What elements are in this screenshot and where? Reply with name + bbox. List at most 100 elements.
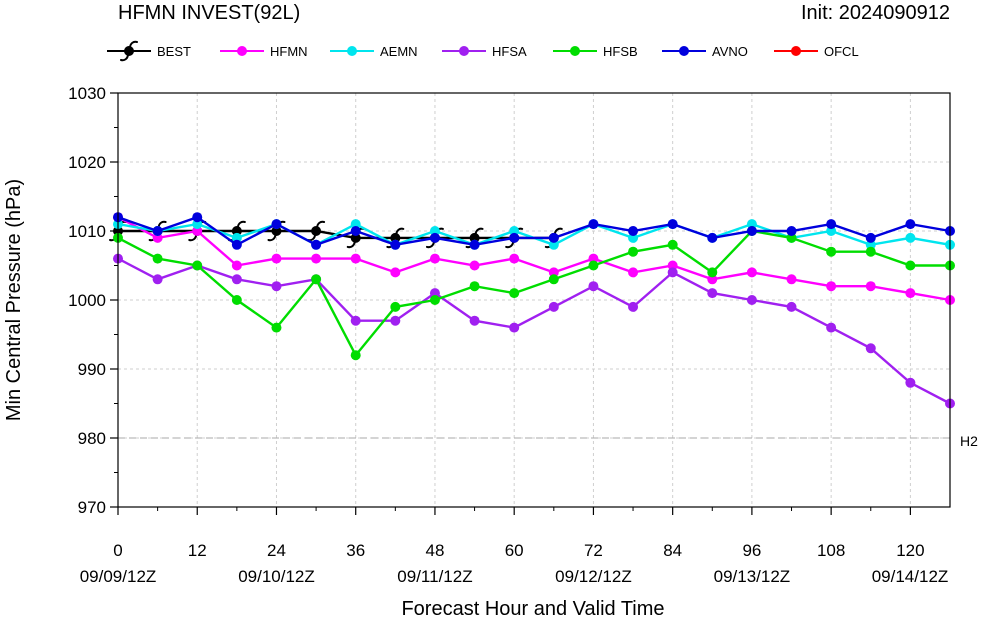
data-point bbox=[390, 315, 401, 326]
data-point bbox=[588, 253, 599, 264]
data-point bbox=[469, 239, 480, 250]
data-point bbox=[548, 267, 559, 278]
data-point bbox=[667, 239, 678, 250]
reference-label: H2 bbox=[960, 433, 978, 449]
data-point bbox=[707, 232, 718, 243]
data-point bbox=[746, 295, 757, 305]
hurricane-icon bbox=[120, 40, 138, 62]
y-tick-label: 970 bbox=[78, 498, 106, 517]
legend-label: AEMN bbox=[380, 44, 418, 59]
data-point bbox=[152, 253, 163, 264]
data-point bbox=[628, 226, 639, 236]
data-point bbox=[429, 253, 440, 264]
x-date-label: 09/13/12Z bbox=[714, 567, 791, 586]
data-point bbox=[865, 239, 876, 250]
data-point bbox=[231, 274, 242, 285]
chart-title: HFMN INVEST(92L) bbox=[118, 2, 300, 24]
data-point bbox=[271, 219, 282, 230]
x-tick-label: 120 bbox=[896, 541, 924, 560]
data-point bbox=[628, 246, 639, 257]
data-point bbox=[152, 274, 163, 285]
data-point bbox=[707, 288, 718, 299]
data-point bbox=[667, 267, 678, 278]
legend: BEST HFMN AEMN HFSA HFSB AVNO OFCL bbox=[107, 40, 859, 62]
init-time: Init: 2024090912 bbox=[801, 2, 950, 24]
data-point bbox=[826, 226, 837, 236]
data-point bbox=[865, 281, 876, 292]
data-point bbox=[152, 226, 163, 236]
y-tick-label: 1010 bbox=[68, 222, 106, 241]
data-point bbox=[390, 239, 401, 250]
axes: 970 980 990 1000 1010 1020 1030 0 12 24 36 48 60 72 84… bbox=[68, 84, 948, 586]
x-tick-label: 60 bbox=[505, 541, 524, 560]
x-tick-label: 12 bbox=[188, 541, 207, 560]
data-point bbox=[865, 343, 876, 354]
data-point bbox=[469, 260, 480, 271]
legend-marker bbox=[347, 46, 357, 56]
data-point bbox=[192, 219, 203, 230]
data-point bbox=[826, 281, 837, 292]
data-point bbox=[390, 267, 401, 278]
legend-item-hfsb: HFSB bbox=[553, 44, 638, 59]
data-point bbox=[271, 322, 282, 333]
legend-item-avno: AVNO bbox=[662, 44, 748, 59]
series-hfsa bbox=[113, 253, 955, 409]
data-point bbox=[548, 301, 559, 312]
series-hfsb bbox=[113, 226, 955, 361]
data-point bbox=[588, 219, 599, 230]
y-axis-title: Min Central Pressure (hPa) bbox=[3, 179, 25, 421]
data-point bbox=[707, 274, 718, 285]
data-point bbox=[350, 315, 361, 326]
series-avno bbox=[113, 212, 955, 250]
data-point bbox=[231, 260, 242, 271]
reference-lines: H2 bbox=[118, 433, 978, 449]
data-point bbox=[905, 219, 916, 230]
data-point bbox=[628, 232, 639, 243]
data-point bbox=[588, 281, 599, 292]
x-date-label: 09/14/12Z bbox=[872, 567, 949, 586]
data-point bbox=[826, 246, 837, 257]
legend-marker bbox=[791, 46, 801, 56]
data-point bbox=[667, 219, 678, 230]
data-point bbox=[429, 232, 440, 243]
data-point bbox=[311, 239, 322, 250]
series-line bbox=[117, 216, 951, 302]
x-tick-label: 84 bbox=[663, 541, 682, 560]
data-point bbox=[628, 301, 639, 312]
data-point bbox=[746, 219, 757, 230]
data-point bbox=[509, 253, 520, 264]
data-point bbox=[905, 288, 916, 299]
y-tick-label: 1030 bbox=[68, 84, 106, 103]
x-tick-label: 24 bbox=[267, 541, 286, 560]
data-point bbox=[311, 274, 322, 285]
data-point bbox=[905, 377, 916, 388]
legend-item-ofcl: OFCL bbox=[774, 44, 859, 59]
data-point bbox=[231, 232, 242, 243]
y-tick-label: 1020 bbox=[68, 153, 106, 172]
data-point bbox=[231, 239, 242, 250]
data-point bbox=[865, 246, 876, 257]
x-date-label: 09/11/12Z bbox=[397, 567, 472, 586]
series-layer bbox=[109, 212, 955, 409]
y-tick-label: 1000 bbox=[68, 291, 106, 310]
data-point bbox=[786, 232, 797, 243]
legend-item-hfsa: HFSA bbox=[442, 44, 527, 59]
data-point bbox=[786, 226, 797, 236]
x-date-label: 09/10/12Z bbox=[238, 567, 315, 586]
legend-label: OFCL bbox=[824, 44, 859, 59]
data-point bbox=[192, 226, 203, 236]
legend-marker bbox=[679, 46, 689, 56]
x-tick-label: 96 bbox=[742, 541, 761, 560]
data-point bbox=[350, 253, 361, 264]
data-point bbox=[350, 219, 361, 230]
x-date-label: 09/12/12Z bbox=[555, 567, 632, 586]
data-point bbox=[746, 267, 757, 278]
x-tick-label: 108 bbox=[817, 541, 845, 560]
data-point bbox=[826, 322, 837, 333]
series-line bbox=[117, 257, 951, 405]
data-point bbox=[905, 232, 916, 243]
legend-label: HFMN bbox=[270, 44, 308, 59]
data-point bbox=[429, 295, 440, 305]
y-tick-label: 980 bbox=[78, 429, 106, 448]
